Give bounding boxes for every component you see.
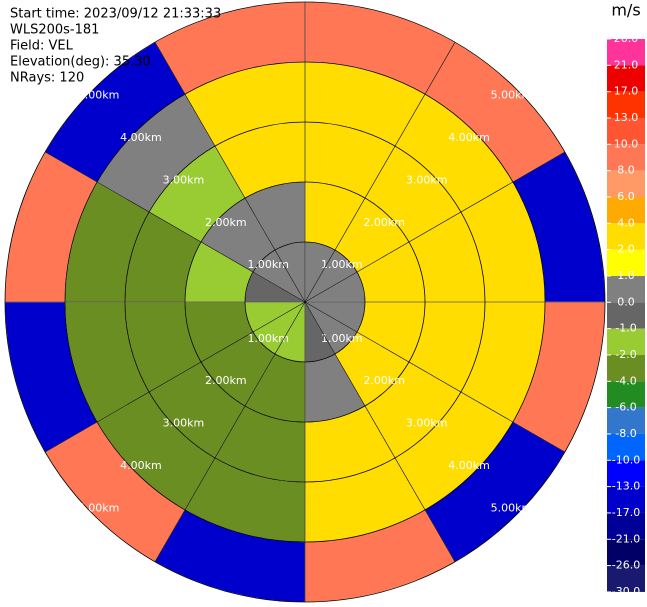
colorbar-label: 1.0 xyxy=(617,269,635,282)
ring-label: 4.00km xyxy=(448,459,490,472)
ring-label: 2.00km xyxy=(205,374,247,387)
colorbar-label: -13.0 xyxy=(612,480,640,493)
ring-label: 5.00km xyxy=(78,89,120,102)
ring-label: 3.00km xyxy=(163,417,205,430)
colorbar-bin xyxy=(607,223,645,250)
colorbar-label: 21.0 xyxy=(614,58,639,71)
ring-label: 5.00km xyxy=(78,501,120,514)
ring-label: 3.00km xyxy=(406,417,448,430)
colorbar-label: 2.0 xyxy=(617,243,635,256)
colorbar-label: -2.0 xyxy=(615,348,636,361)
colorbar-label: 10.0 xyxy=(614,137,639,150)
ring-label: 4.00km xyxy=(448,131,490,144)
spoke xyxy=(154,301,306,562)
colorbar-bin xyxy=(607,486,645,513)
colorbar-label: 13.0 xyxy=(614,111,639,124)
info-line: Elevation(deg): 35.30 xyxy=(10,55,151,70)
spoke xyxy=(304,42,456,303)
info-line: Field: VEL xyxy=(10,39,74,54)
colorbar-bin xyxy=(607,170,645,197)
colorbar-bin xyxy=(607,407,645,434)
colorbar-bin xyxy=(607,302,645,329)
overlay: 1.00km 1.00km 1.00km 1.00km 2.00km 2.00km 2.00… xyxy=(4,1,606,603)
colorbar-bin xyxy=(607,433,645,461)
info-line: Start time: 2023/09/12 21:33:33 xyxy=(10,7,221,22)
colorbar-bin xyxy=(607,196,645,224)
colorbar-label: 17.0 xyxy=(614,85,639,98)
colorbar-bin xyxy=(607,91,645,118)
ring-label: 2.00km xyxy=(363,216,405,229)
colorbar-label: 4.0 xyxy=(617,216,635,229)
colorbar-bin xyxy=(607,354,645,382)
colorbar-label: 8.0 xyxy=(617,164,635,177)
ring-label: 4.00km xyxy=(120,131,162,144)
colorbar-bin xyxy=(607,65,645,92)
colorbar-label: 0.0 xyxy=(617,295,635,308)
colorbar-label: -10.0 xyxy=(612,453,640,466)
colorbar-bin xyxy=(607,512,645,540)
spoke xyxy=(45,301,306,453)
spoke xyxy=(304,301,456,562)
colorbar-label: 6.0 xyxy=(617,190,635,203)
ring-label: 3.00km xyxy=(163,173,205,186)
sectors xyxy=(4,1,606,603)
colorbar-label: -8.0 xyxy=(615,427,636,440)
ring-label: 2.00km xyxy=(363,374,405,387)
ring-label: 3.00km xyxy=(406,173,448,186)
colorbar-bin xyxy=(607,328,645,355)
colorbar-bin xyxy=(607,39,645,66)
colorbar-label: -6.0 xyxy=(615,401,636,414)
colorbar-bin xyxy=(607,249,645,276)
spoke xyxy=(304,151,565,303)
ring-label: 1.00km xyxy=(247,258,289,271)
colorbar-bin xyxy=(607,144,645,171)
colorbar-label: -4.0 xyxy=(615,374,636,387)
colorbar-bin xyxy=(607,381,645,408)
colorbar-label: -1.0 xyxy=(615,322,636,335)
colorbar-label: 26.0 xyxy=(614,32,639,45)
colorbar-bin xyxy=(607,460,645,487)
info-line: WLS200s-181 xyxy=(10,23,99,38)
info-line: NRays: 120 xyxy=(10,71,84,86)
ring-label: 2.00km xyxy=(205,216,247,229)
spoke xyxy=(45,151,306,303)
colorbar-bin xyxy=(607,275,645,303)
colorbar-label: -26.0 xyxy=(612,559,640,572)
colorbar-bin xyxy=(607,539,645,566)
spoke xyxy=(304,301,565,453)
colorbar-bin xyxy=(607,117,645,145)
spoke xyxy=(154,42,306,303)
ring-label: 4.00km xyxy=(120,459,162,472)
colorbar-label: -30.0 xyxy=(612,585,640,598)
ring-label: 5.00km xyxy=(491,89,533,102)
colorbar-bin xyxy=(607,565,645,592)
colorbar-label: -21.0 xyxy=(612,532,640,545)
ring-label: 1.00km xyxy=(247,332,289,345)
ring-label: 5.00km xyxy=(491,501,533,514)
unit-label: m/s xyxy=(611,1,640,20)
colorbar-label: -17.0 xyxy=(612,506,640,519)
ring-label: 1.00km xyxy=(321,332,363,345)
ring-label: 1.00km xyxy=(321,258,363,271)
